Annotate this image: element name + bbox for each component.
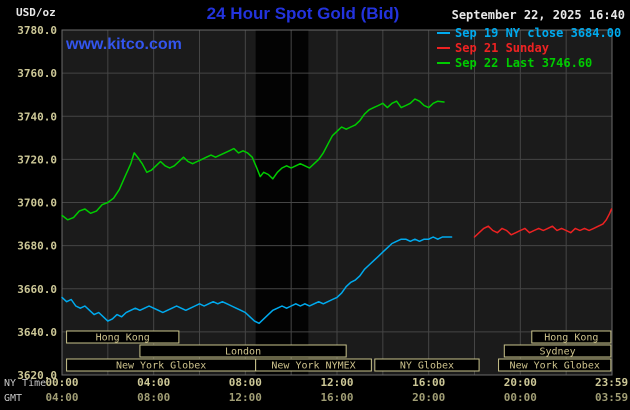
session-label: New York Globex	[510, 361, 600, 372]
session-label: Sydney	[540, 347, 576, 358]
legend-item: Sep 19 NY close 3684.00	[437, 25, 621, 40]
y-tick-label: 3640.0	[17, 326, 57, 339]
chart-title: 24 Hour Spot Gold (Bid)	[206, 4, 400, 23]
x-tick-ny: 08:00	[229, 376, 262, 389]
x-tick-ny: 23:59	[595, 376, 628, 389]
y-tick-label: 3620.0	[17, 369, 57, 382]
gmt-axis-label: GMT	[4, 393, 22, 404]
y-tick-label: 3680.0	[17, 240, 57, 253]
session-box	[503, 344, 612, 358]
y-tick-label: 3700.0	[17, 197, 57, 210]
x-tick-gmt: 03:59	[595, 391, 628, 404]
x-tick-ny: 04:00	[137, 376, 170, 389]
y-tick-label: 3760.0	[17, 67, 57, 80]
y-tick-label: 3740.0	[17, 110, 57, 123]
datetime-label: September 22, 2025 16:40	[451, 8, 625, 22]
session-label: Hong Kong	[96, 333, 150, 344]
legend-dash-icon	[437, 46, 450, 49]
x-tick-gmt: 16:00	[320, 391, 353, 404]
legend-dash-icon	[437, 61, 450, 64]
y-tick-label: 3660.0	[17, 283, 57, 296]
unit-label: USD/oz	[16, 6, 56, 19]
session-box	[498, 358, 612, 372]
legend-label: Sep 22 Last 3746.60	[455, 55, 593, 70]
legend-label: Sep 21 Sunday	[455, 40, 549, 55]
x-tick-gmt: 04:00	[45, 391, 78, 404]
session-label: New York Globex	[116, 361, 206, 372]
legend: Sep 19 NY close 3684.00 Sep 21 Sunday Sep …	[437, 25, 621, 70]
session-box	[255, 358, 372, 372]
x-tick-ny: 20:00	[504, 376, 537, 389]
x-tick-ny: 12:00	[320, 376, 353, 389]
session-box	[374, 358, 480, 372]
series-line-2	[61, 98, 445, 221]
session-label: London	[225, 347, 261, 358]
x-tick-ny: 00:00	[45, 376, 78, 389]
session-label: New York NYMEX	[271, 361, 355, 372]
x-tick-gmt: 00:00	[504, 391, 537, 404]
y-tick-label: 3720.0	[17, 153, 57, 166]
legend-item: Sep 21 Sunday	[437, 40, 621, 55]
session-box	[66, 330, 180, 344]
series-line-1	[473, 208, 613, 238]
legend-item: Sep 22 Last 3746.60	[437, 55, 621, 70]
y-tick-label: 3780.0	[17, 24, 57, 37]
session-box	[531, 330, 612, 344]
ny-time-axis-label: NY Time	[4, 378, 46, 389]
series-line-0	[61, 236, 453, 325]
legend-dash-icon	[437, 31, 450, 34]
session-label: Hong Kong	[544, 333, 598, 344]
plot-border	[61, 29, 613, 376]
x-tick-gmt: 08:00	[137, 391, 170, 404]
x-tick-ny: 16:00	[412, 376, 445, 389]
legend-label: Sep 19 NY close 3684.00	[455, 25, 622, 40]
x-tick-gmt: 12:00	[229, 391, 262, 404]
session-label: NY Globex	[400, 361, 454, 372]
kitco-watermark-link[interactable]: www.kitco.com	[66, 36, 182, 53]
session-box	[139, 344, 347, 358]
x-tick-gmt: 20:00	[412, 391, 445, 404]
